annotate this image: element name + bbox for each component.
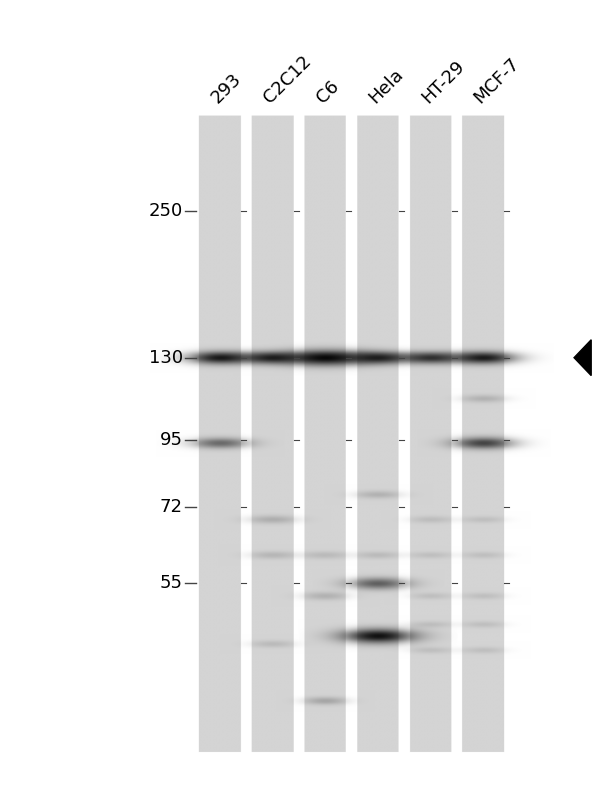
- Text: C2C12: C2C12: [260, 52, 315, 106]
- Text: 293: 293: [207, 70, 245, 106]
- Text: C6: C6: [313, 77, 343, 106]
- Text: 55: 55: [160, 574, 183, 593]
- Polygon shape: [574, 340, 591, 376]
- Text: 72: 72: [160, 498, 183, 516]
- Text: 95: 95: [160, 431, 183, 450]
- Text: Hela: Hela: [365, 65, 407, 106]
- Text: HT-29: HT-29: [418, 57, 468, 106]
- Text: MCF-7: MCF-7: [471, 54, 523, 106]
- Text: 130: 130: [149, 349, 183, 366]
- Text: 250: 250: [149, 202, 183, 220]
